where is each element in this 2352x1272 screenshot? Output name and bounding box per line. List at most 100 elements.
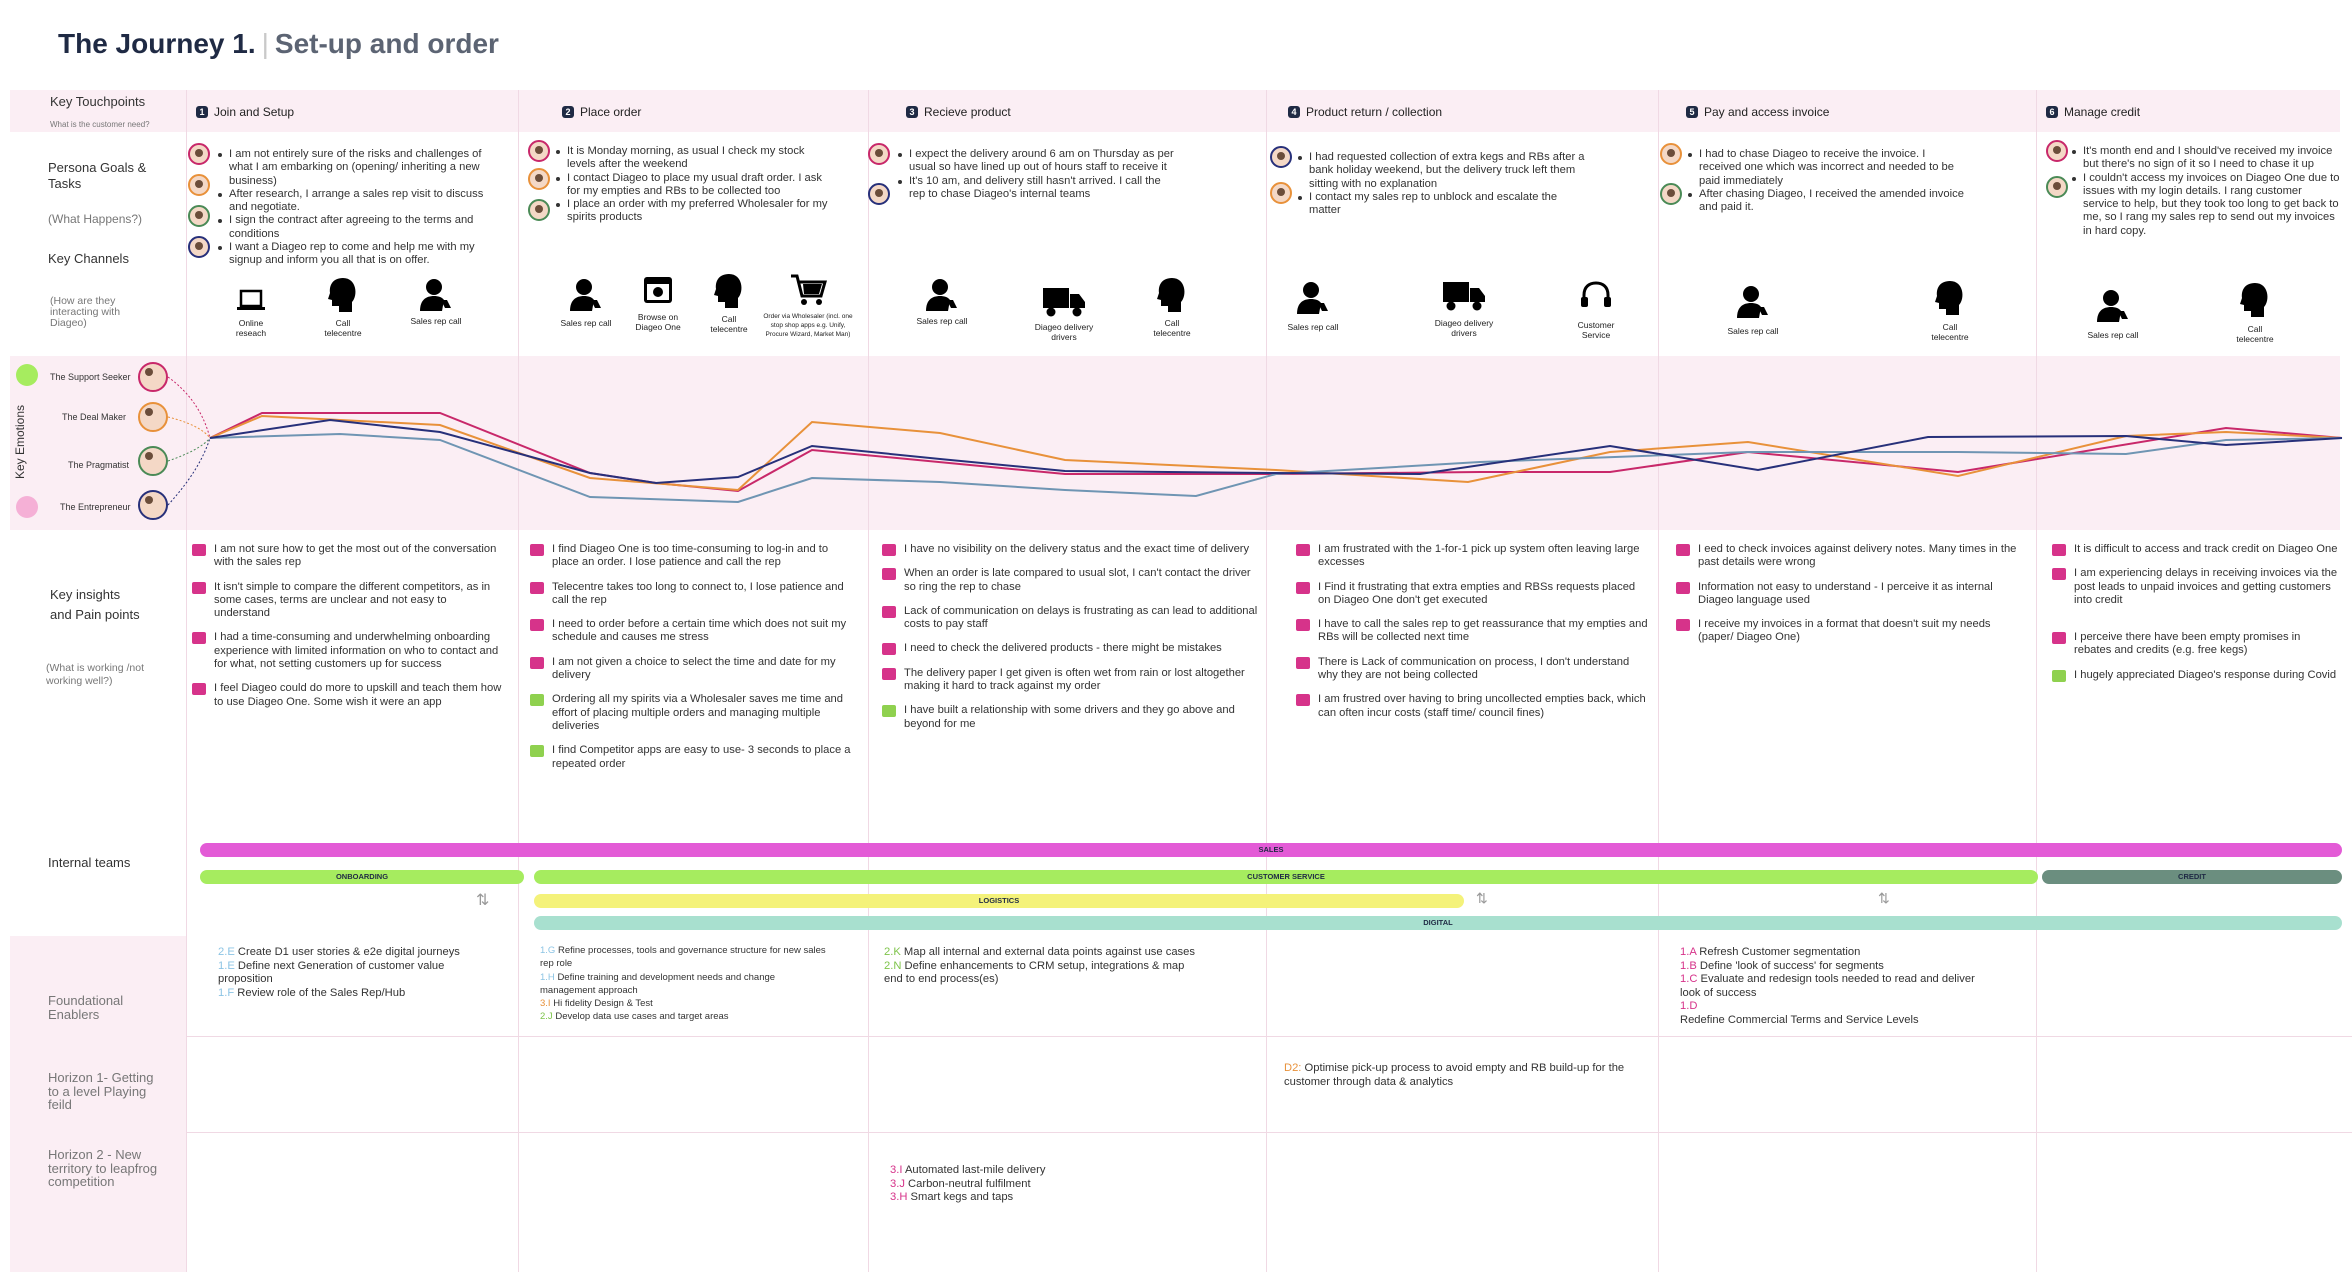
pain-point: I perceive there have been empty promise…	[2050, 631, 2340, 658]
insights-sublabel: (What is working /not working well?)	[46, 662, 145, 687]
thumbs-up-icon	[882, 705, 896, 718]
goals-stage-1: I am not entirely sure of the risks and …	[216, 148, 496, 268]
deal-maker-avatar	[138, 402, 168, 432]
persona-avatar	[528, 199, 550, 221]
thumbs-down-icon	[530, 619, 544, 632]
goal-item: I had requested collection of extra kegs…	[1296, 151, 1586, 191]
sales-rep-icon	[570, 279, 601, 311]
positive-point: I hugely appreciated Diageo's response d…	[2050, 669, 2340, 682]
goal-item: I expect the delivery around 6 am on Thu…	[896, 148, 1176, 175]
goal-item: I contact Diageo to place my usual draft…	[554, 172, 836, 199]
sales-rep-icon	[1737, 286, 1768, 318]
persona-avatar	[1660, 143, 1682, 165]
pain-point: It isn't simple to compare the different…	[190, 581, 502, 621]
thumbs-down-icon	[1296, 544, 1310, 556]
insights-stage-3: I have no visibility on the delivery sta…	[880, 543, 1258, 731]
goal-item: After chasing Diageo, I received the ame…	[1686, 188, 1966, 215]
pain-point: I eed to check invoices against delivery…	[1674, 543, 2026, 570]
column-divider	[868, 90, 869, 1272]
thumbs-down-icon	[1296, 656, 1310, 669]
persona-label: The Entrepreneur	[60, 502, 131, 512]
enabler-item: 2.J Develop data use cases and target ar…	[540, 1011, 729, 1023]
sales-rep-icon	[420, 279, 451, 311]
thumbs-down-icon	[882, 643, 896, 656]
pain-point: I am not sure how to get the most out of…	[190, 543, 502, 570]
insights-stage-4: I am frustrated with the 1-for-1 pick up…	[1294, 543, 1650, 720]
touchpoints-label: Key Touchpoints	[50, 94, 146, 109]
pain-point: It is difficult to access and track cred…	[2050, 543, 2340, 556]
channel-diageo-delivery-drivers: Diageo delivery drivers	[1432, 276, 1496, 338]
enabler-item: 1.B Define 'look of success' for segment…	[1680, 959, 1884, 972]
team-logistics-bar: LOGISTICS	[534, 894, 1464, 908]
channel-browse-diageo-one: Browse on Diageo One	[632, 274, 684, 332]
emotion-line-entrepreneur	[209, 418, 2343, 485]
thumbs-up-icon	[530, 694, 544, 707]
pain-point: Telecentre takes too long to connect to,…	[528, 581, 854, 608]
channel-call-telecentre: Call telecentre	[704, 272, 754, 334]
sales-rep-icon	[1297, 282, 1328, 314]
pain-point: Information not easy to understand - I p…	[1674, 581, 2026, 608]
horizon2-item: 3.I Automated last-mile delivery	[890, 1164, 1046, 1176]
channel-call-telecentre: Call telecentre	[2228, 280, 2282, 344]
persona-avatar	[528, 140, 550, 162]
pragmatist-avatar	[138, 446, 168, 476]
team-credit-bar: CREDIT	[2042, 870, 2342, 884]
goal-item: It's 10 am, and delivery still hasn't ar…	[896, 175, 1176, 202]
column-divider	[518, 90, 519, 1272]
stage-pay-invoice: 5 Pay and access invoice	[1686, 105, 1829, 119]
head-call-icon	[2240, 283, 2268, 317]
enabler-item: 1.A Refresh Customer segmentation	[1680, 946, 1861, 958]
row-divider	[186, 1036, 2352, 1037]
channel-customer-service: Customer Service	[1566, 278, 1626, 340]
persona-label: The Support Seeker	[50, 372, 131, 382]
positive-point: Ordering all my spirits via a Wholesaler…	[528, 693, 854, 733]
head-call-icon	[1157, 278, 1185, 312]
thumbs-down-icon	[2052, 632, 2066, 645]
transfer-arrow-icon: ⇅	[476, 892, 490, 909]
transfer-arrow-icon: ⇅	[1476, 890, 1488, 906]
channel-sales-rep-call: Sales rep call	[408, 278, 464, 326]
emotion-chart	[167, 376, 2343, 506]
thumbs-down-icon	[882, 667, 896, 680]
insights-stage-2: I find Diageo One is too time-consuming …	[528, 543, 854, 771]
pain-point: I had a time-consuming and underwhelming…	[190, 631, 502, 671]
emotions-band	[10, 356, 2340, 530]
entrepreneur-avatar	[138, 490, 168, 520]
persona-avatar	[188, 205, 210, 227]
page-title: The Journey 1. | Set-up and order	[58, 28, 499, 59]
team-onboarding-bar: ONBOARDING	[200, 870, 524, 884]
goal-item: I place an order with my preferred Whole…	[554, 198, 836, 225]
pain-point: The delivery paper I get given is often …	[880, 667, 1258, 694]
stage-manage-credit: 6 Manage credit	[2046, 105, 2140, 119]
horizon1-label: Horizon 1- Getting to a level Playing fe…	[48, 1070, 154, 1112]
persona-connector	[167, 416, 211, 439]
column-divider	[186, 90, 187, 1272]
touchpoints-band	[10, 90, 2340, 132]
enabler-item: 1.F Review role of the Sales Rep/Hub	[218, 986, 406, 999]
enablers-stage-5: 1.A Refresh Customer segmentation 1.B De…	[1680, 946, 1986, 1027]
thumbs-down-icon	[192, 544, 206, 556]
touchpoints-sublabel: What is the customer need?	[50, 120, 150, 129]
horizon1-item: D2: Optimise pick-up process to avoid em…	[1284, 1062, 1625, 1088]
goal-item: After research, I arrange a sales rep vi…	[216, 188, 496, 215]
row-divider	[186, 1132, 2352, 1133]
insights-stage-6: It is difficult to access and track cred…	[2050, 543, 2340, 682]
pain-point: I feel Diageo could do more to upskill a…	[190, 682, 502, 709]
goals-stage-4: I had requested collection of extra kegs…	[1296, 151, 1586, 217]
pain-point: There is Lack of communication on proces…	[1294, 656, 1650, 683]
insights-label: Key insights and Pain points	[50, 587, 140, 622]
teams-label: Internal teams	[48, 855, 131, 870]
thumbs-down-icon	[1296, 619, 1310, 632]
thumbs-down-icon	[1296, 581, 1310, 594]
stage-receive-product: 3 Recieve product	[906, 105, 1011, 119]
stage-product-return: 4 Product return / collection	[1288, 105, 1442, 119]
thumbs-down-icon	[192, 581, 206, 594]
pain-point: I find Diageo One is too time-consuming …	[528, 543, 854, 570]
channel-sales-rep-call: Sales rep call	[914, 278, 970, 326]
emotion-line-pragmatist	[209, 432, 2343, 504]
goal-item: It is Monday morning, as usual I check m…	[554, 145, 836, 172]
pain-point: I am experiencing delays in receiving in…	[2050, 567, 2340, 607]
truck-icon	[1443, 282, 1485, 311]
enabler-item: 2.E Create D1 user stories & e2e digital…	[218, 946, 460, 958]
headset-icon	[1581, 281, 1611, 307]
